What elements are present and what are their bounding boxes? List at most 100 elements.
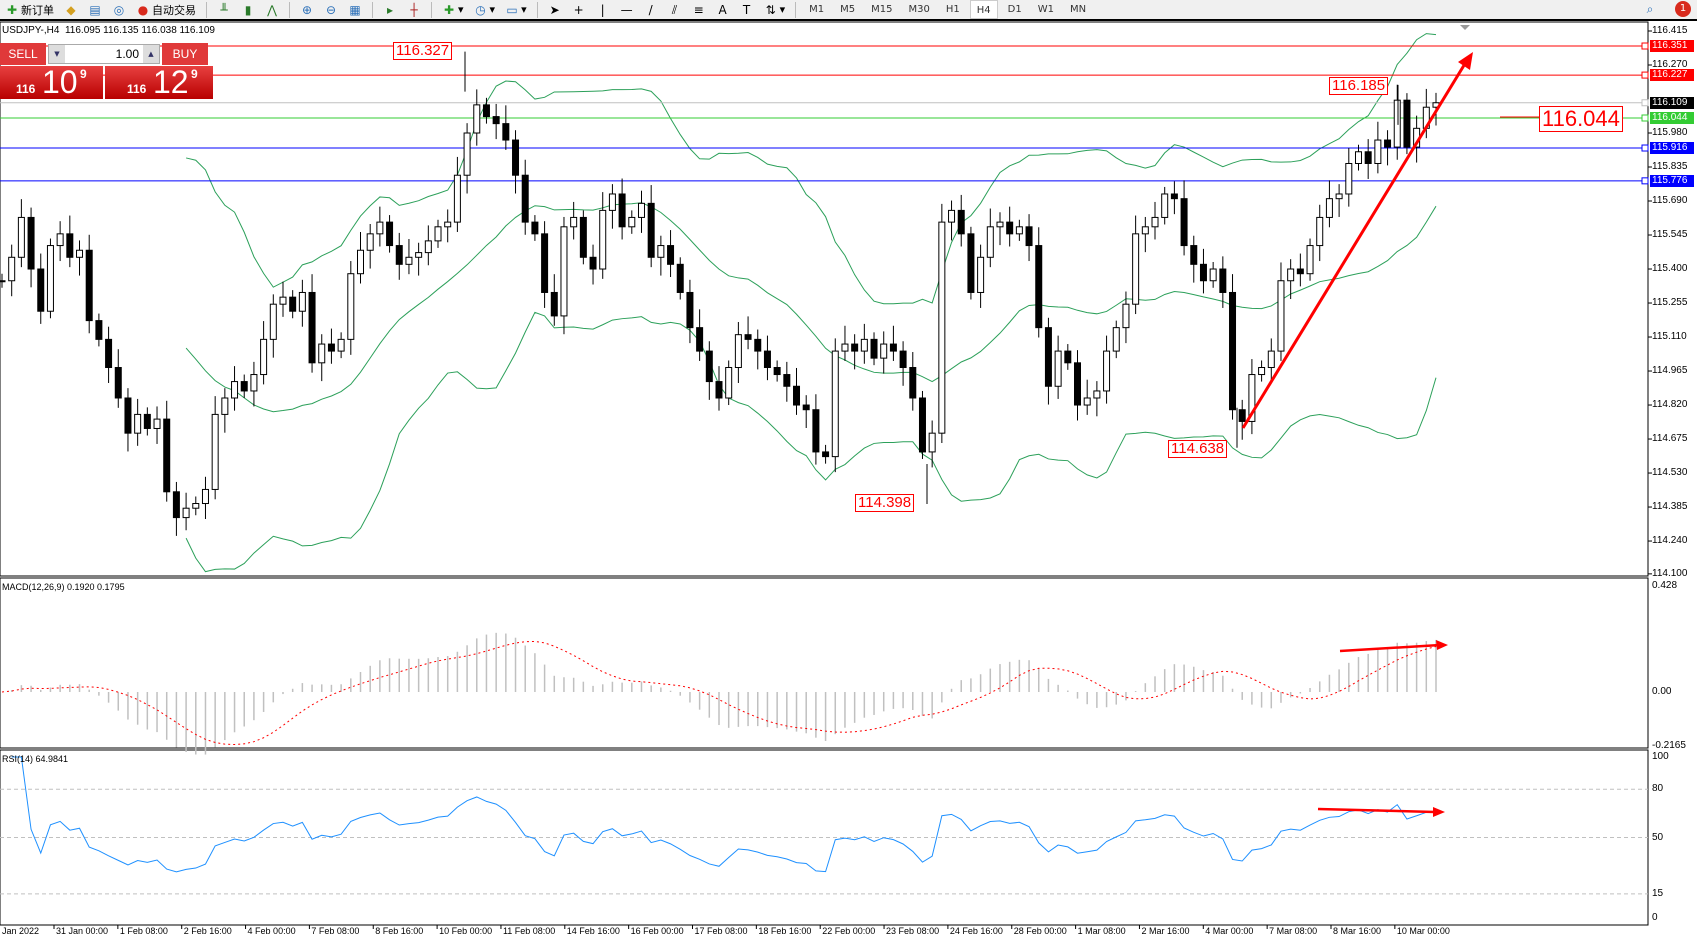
trendline-button[interactable]: / [641,0,661,19]
bear-candle [289,296,297,312]
signals-button[interactable]: ◎ [109,0,129,19]
level-handle [1641,144,1649,152]
bull-candle [473,104,481,134]
price-axis-label: 115.400 [1652,263,1688,275]
data-window-button[interactable]: ▤ [85,0,105,19]
zoom-out-button[interactable]: ⊖ [321,0,341,19]
cursor-icon: ➤ [549,2,560,17]
price-level-tag: 116.044 [1650,111,1694,124]
toolbar: ✚ 新订单 ◆ ▤ ◎ ● 自动交易 ╨ ▮ ⋀ ⊕ ⊖ ▦ ▸ ┼ ✚ ▾ ◷ ▾ ▭… [0,0,1697,21]
time-axis-label: 1 Feb 08:00 [119,926,168,936]
trend-arrow-line [1241,61,1468,429]
timeframe-m30[interactable]: M30 [908,4,930,15]
text-icon: A [718,2,727,17]
new-order-button[interactable]: ✚ 新订单 [2,0,57,19]
bear-candle [1238,409,1246,422]
timeframe-d1[interactable]: D1 [1007,4,1022,15]
bar-chart-button[interactable]: ╨ [214,0,234,19]
text-label-button[interactable]: T [737,0,757,19]
bear-candle [1199,263,1207,282]
lot-size-input[interactable]: 1.00 [115,47,139,61]
bear-candle [763,350,771,369]
bear-candle [1364,151,1372,164]
time-axis-label: 7 Mar 08:00 [1269,926,1318,936]
bull-candle [1374,139,1382,164]
line-chart-button[interactable]: ⋀ [262,0,282,19]
decrease-icon[interactable]: ▼ [49,45,65,63]
grid-icon: ▦ [349,2,361,17]
bull-candle [453,174,461,223]
price-level-tag: 115.916 [1650,142,1694,154]
level-annotation: 116.044 [1539,106,1623,132]
fibonacci-button[interactable]: ≡ [689,0,709,19]
chart-shift-icon: ┼ [410,2,418,17]
level-handle [1641,114,1649,122]
price-axis-label: 114.820 [1652,399,1688,411]
indicators-button[interactable]: ✚ ▾ [443,2,464,17]
candle-chart-button[interactable]: ▮ [238,0,258,19]
auto-trading-icon: ● [137,2,149,17]
arrows-icon: ⇅ [765,2,776,17]
cursor-button[interactable]: ➤ [545,0,565,19]
timeframe-h4[interactable]: H4 [969,0,998,19]
price-axis-label: 114.530 [1652,467,1688,479]
horizontal-line-button[interactable]: — [617,0,637,19]
bull-candle [182,507,190,519]
timeframe-mn[interactable]: MN [1069,4,1087,15]
bear-candle [967,233,975,293]
auto-trading-button[interactable]: ● 自动交易 [133,0,199,19]
bull-candle [279,296,287,305]
time-axis-label: 8 Mar 16:00 [1333,926,1382,936]
notification-badge[interactable]: 1 [1675,1,1691,17]
lot-size-stepper[interactable]: ▼ 1.00 ▲ [48,44,160,64]
level-handle [1641,71,1649,79]
sell-button[interactable]: SELL [0,43,46,65]
bull-candle [1103,350,1111,392]
increase-icon[interactable]: ▲ [143,45,159,63]
bull-candle [337,338,345,352]
price-axis-label: 115.835 [1652,161,1688,172]
price-axis-label: 114.675 [1652,433,1688,445]
bear-candle [482,104,490,118]
bull-candle [977,256,985,293]
bull-candle [366,233,374,251]
timeframe-m15[interactable]: M15 [871,4,893,15]
bear-candle [1384,139,1392,148]
chart-shift-button[interactable]: ┼ [404,0,424,19]
zoom-in-button[interactable]: ⊕ [297,0,317,19]
crosshair-button[interactable]: + [569,0,589,19]
bull-candle [1141,226,1149,235]
tile-windows-button[interactable]: ▦ [345,0,365,19]
price-axis-label: 116.415 [1652,25,1688,36]
buy-button[interactable]: BUY [162,43,208,65]
bull-candle [560,226,568,317]
buy-price[interactable]: 116 12 9 [105,64,213,100]
bear-candle [618,193,626,228]
templates-button[interactable]: ▭ ▾ [506,2,527,17]
timeframe-m5[interactable]: M5 [840,4,856,15]
timeframe-w1[interactable]: W1 [1037,4,1054,15]
arrows-button[interactable]: ⇅ ▾ [765,2,786,17]
divider [289,1,290,18]
timeframe-m1[interactable]: M1 [809,4,825,15]
periods-button[interactable]: ◷ ▾ [475,2,496,17]
bull-candle [637,202,645,218]
bull-candle [1132,233,1140,305]
price-axis-label: 116.270 [1652,59,1688,70]
document-icon: ▤ [89,2,101,17]
timeframe-h1[interactable]: H1 [945,4,960,15]
time-axis-label: 22 Feb 00:00 [822,926,876,936]
time-axis-label: 10 Feb 00:00 [439,926,493,936]
macd-axis-label: 0.00 [1652,686,1672,697]
search-icon[interactable]: ⌕ [1646,2,1654,16]
vertical-line-button[interactable]: | [593,0,613,19]
bull-candle [260,338,268,376]
bull-candle [1354,151,1362,164]
sell-price[interactable]: 116 10 9 [0,64,103,100]
navigator-button[interactable]: ◆ [61,0,81,19]
text-button[interactable]: A [713,0,733,19]
auto-scroll-button[interactable]: ▸ [380,0,400,19]
bear-candle [27,216,35,270]
channel-button[interactable]: ⫽ [665,0,685,19]
